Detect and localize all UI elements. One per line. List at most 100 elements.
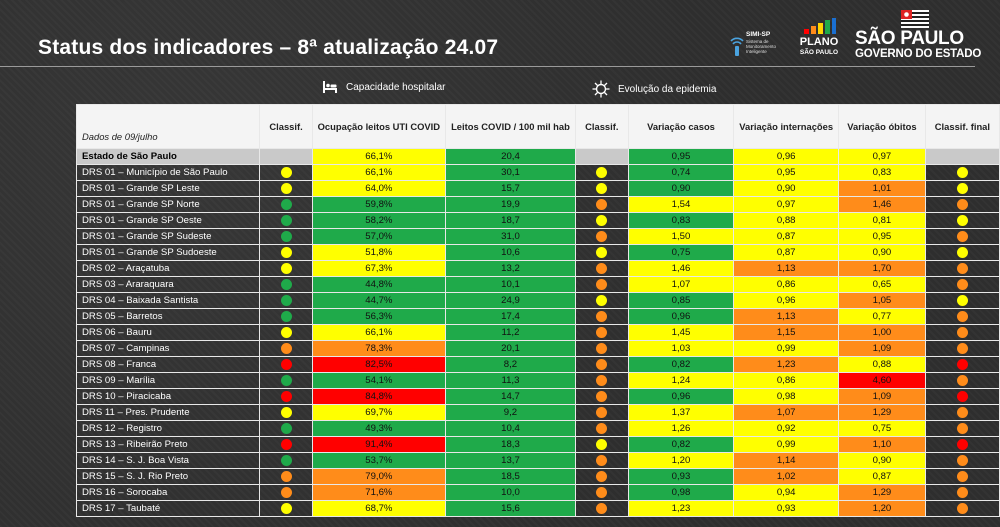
section-hospital-label: Capacidade hospitalar — [346, 81, 446, 93]
cell-ocupacao: 82,5% — [311, 356, 447, 373]
cell-internacoes: 1,14 — [733, 452, 840, 469]
cell-leitos: 8,2 — [445, 356, 576, 373]
cell-obitos: 1,29 — [838, 484, 926, 501]
cell-leitos: 10,6 — [445, 244, 576, 261]
row-name: DRS 15 – S. J. Rio Preto — [75, 468, 261, 485]
final-dot — [956, 422, 968, 434]
classif-dot — [280, 422, 292, 434]
cell-leitos: 10,4 — [445, 420, 576, 437]
classif-dot-cell — [259, 196, 313, 213]
cell-ocupacao: 54,1% — [311, 372, 447, 389]
cell-internacoes: 0,98 — [733, 388, 840, 405]
cell-leitos: 9,2 — [445, 404, 576, 421]
classif2-dot-cell — [574, 372, 629, 389]
classif2-dot — [596, 246, 608, 258]
classif-dot — [280, 166, 292, 178]
sp-flag-icon — [901, 10, 929, 28]
classif2-dot-cell — [574, 244, 629, 261]
final-dot-cell — [924, 308, 1000, 325]
sp-line1: SÃO PAULO — [855, 28, 964, 49]
classif-dot — [280, 390, 292, 402]
classif2-dot — [596, 390, 608, 402]
cell-leitos: 19,9 — [445, 196, 576, 213]
final-dot — [956, 246, 968, 258]
classif-dot — [280, 278, 292, 290]
cell-obitos: 0,87 — [838, 468, 926, 485]
cell-internacoes: 1,13 — [733, 260, 840, 277]
final-dot — [956, 166, 968, 178]
table-row: DRS 01 – Grande SP Norte 59,8% 19,9 1,54 0,9… — [75, 196, 1000, 213]
classif-dot — [280, 262, 292, 274]
cell-casos: 0,90 — [627, 180, 735, 197]
final-dot-cell — [924, 388, 1000, 405]
col-casos: Variação casos — [627, 104, 735, 149]
section-hospital: Capacidade hospitalar — [322, 80, 446, 94]
row-name: DRS 04 – Baixada Santista — [75, 292, 261, 309]
governo-sp-logo: SÃO PAULO GOVERNO DO ESTADO — [855, 10, 981, 60]
final-dot — [956, 182, 968, 194]
final-dot-cell — [924, 356, 1000, 373]
table-row: DRS 01 – Grande SP Sudeste 57,0% 31,0 1,50 0… — [75, 228, 1000, 245]
classif2-dot-cell — [574, 180, 629, 197]
cell-obitos: 1,29 — [838, 404, 926, 421]
date-label: Dados de 09/julho — [75, 104, 261, 149]
table-row: DRS 01 – Município de São Paulo 66,1% 30,1… — [75, 164, 1000, 181]
cell-leitos: 20,1 — [445, 340, 576, 357]
cell-ocupacao: 64,0% — [311, 180, 447, 197]
state-classif-empty — [259, 148, 313, 165]
cell-leitos: 18,5 — [445, 468, 576, 485]
classif2-dot — [596, 454, 608, 466]
simi-name: SIMI-SP — [746, 31, 771, 38]
table-row: DRS 07 – Campinas 78,3% 20,1 1,03 0,99 1,09 — [75, 340, 1000, 357]
row-name: DRS 11 – Pres. Prudente — [75, 404, 261, 421]
final-dot — [956, 342, 968, 354]
cell-leitos: 15,6 — [445, 500, 576, 517]
cell-obitos: 0,95 — [838, 228, 926, 245]
classif-dot-cell — [259, 500, 313, 517]
classif-dot-cell — [259, 180, 313, 197]
cell-obitos: 1,46 — [838, 196, 926, 213]
cell-internacoes: 0,99 — [733, 436, 840, 453]
final-dot-cell — [924, 436, 1000, 453]
classif2-dot — [596, 230, 608, 242]
cell-internacoes: 0,96 — [733, 148, 840, 165]
col-internacoes: Variação internações — [733, 104, 840, 149]
cell-obitos: 1,09 — [838, 340, 926, 357]
table-row: DRS 16 – Sorocaba 71,6% 10,0 0,98 0,94 1,29 — [75, 484, 1000, 501]
cell-ocupacao: 66,1% — [311, 324, 447, 341]
table-row: DRS 04 – Baixada Santista 44,7% 24,9 0,85 0,… — [75, 292, 1000, 309]
cell-ocupacao: 67,3% — [311, 260, 447, 277]
cell-obitos: 1,00 — [838, 324, 926, 341]
row-name: DRS 10 – Piracicaba — [75, 388, 261, 405]
table-row: DRS 01 – Grande SP Leste 64,0% 15,7 0,90 0,9… — [75, 180, 1000, 197]
classif-dot — [280, 230, 292, 242]
cell-internacoes: 0,94 — [733, 484, 840, 501]
simi-wifi-icon — [730, 37, 744, 56]
cell-ocupacao: 69,7% — [311, 404, 447, 421]
cell-ocupacao: 53,7% — [311, 452, 447, 469]
table-row: DRS 09 – Marília 54,1% 11,3 1,24 0,86 4,60 — [75, 372, 1000, 389]
simi-subtitle: Sistema de Monitoramento Inteligente — [746, 39, 777, 54]
final-dot — [956, 486, 968, 498]
cell-casos: 0,96 — [627, 388, 735, 405]
cell-casos: 1,45 — [627, 324, 735, 341]
table-row: DRS 05 – Barretos 56,3% 17,4 0,96 1,13 0,77 — [75, 308, 1000, 325]
row-name: DRS 09 – Marília — [75, 372, 261, 389]
cell-ocupacao: 58,2% — [311, 212, 447, 229]
cell-ocupacao: 66,1% — [311, 164, 447, 181]
final-dot — [956, 470, 968, 482]
classif2-dot-cell — [574, 468, 629, 485]
cell-leitos: 30,1 — [445, 164, 576, 181]
classif-dot — [280, 326, 292, 338]
classif2-dot — [596, 262, 608, 274]
cell-casos: 0,85 — [627, 292, 735, 309]
final-dot — [956, 502, 968, 514]
cell-casos: 0,93 — [627, 468, 735, 485]
cell-leitos: 13,7 — [445, 452, 576, 469]
row-name: DRS 16 – Sorocaba — [75, 484, 261, 501]
cell-casos: 0,82 — [627, 436, 735, 453]
classif-dot-cell — [259, 484, 313, 501]
cell-obitos: 0,90 — [838, 244, 926, 261]
classif2-dot — [596, 358, 608, 370]
cell-internacoes: 0,87 — [733, 244, 840, 261]
